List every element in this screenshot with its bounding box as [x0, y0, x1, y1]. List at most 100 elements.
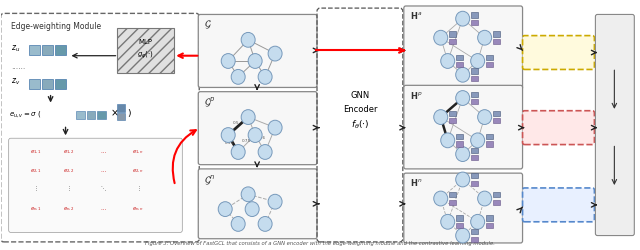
- FancyBboxPatch shape: [404, 85, 522, 169]
- FancyBboxPatch shape: [449, 31, 456, 37]
- FancyBboxPatch shape: [29, 79, 40, 88]
- Text: $\mathcal{G}^p$: $\mathcal{G}^p$: [204, 96, 216, 110]
- FancyBboxPatch shape: [42, 45, 52, 55]
- FancyBboxPatch shape: [486, 134, 493, 139]
- Text: 0.75: 0.75: [242, 140, 252, 143]
- Text: $e_{1,2}$: $e_{1,2}$: [63, 148, 74, 156]
- FancyBboxPatch shape: [449, 200, 456, 205]
- Circle shape: [434, 110, 448, 124]
- FancyBboxPatch shape: [449, 111, 456, 116]
- Text: Contrastive Loss: Contrastive Loss: [610, 93, 619, 156]
- Circle shape: [456, 172, 470, 187]
- Text: ): ): [127, 110, 131, 118]
- Circle shape: [477, 30, 492, 45]
- FancyBboxPatch shape: [404, 6, 522, 89]
- Circle shape: [218, 202, 232, 216]
- FancyBboxPatch shape: [198, 92, 317, 165]
- Text: Figure 3: Overview of FastGCL that consists of a GNN encoder with the edge-weigh: Figure 3: Overview of FastGCL that consi…: [145, 241, 495, 246]
- FancyBboxPatch shape: [493, 31, 500, 37]
- FancyBboxPatch shape: [493, 111, 500, 116]
- Text: $e_{2,2}$: $e_{2,2}$: [63, 168, 74, 174]
- Text: $\times$: $\times$: [111, 108, 119, 118]
- Circle shape: [470, 133, 484, 148]
- FancyBboxPatch shape: [493, 39, 500, 44]
- Text: anchor: anchor: [542, 48, 575, 57]
- FancyBboxPatch shape: [486, 55, 493, 60]
- Text: $f_\theta(\cdot)$: $f_\theta(\cdot)$: [351, 118, 369, 131]
- FancyBboxPatch shape: [449, 39, 456, 44]
- Circle shape: [477, 110, 492, 124]
- Text: $g_\varphi(\cdot)$: $g_\varphi(\cdot)$: [137, 50, 154, 62]
- FancyBboxPatch shape: [29, 45, 40, 55]
- Text: ......: ......: [11, 62, 25, 71]
- Text: $\vdots$: $\vdots$: [136, 185, 141, 193]
- Text: Edge-weighting Module: Edge-weighting Module: [11, 22, 100, 31]
- Circle shape: [441, 54, 454, 68]
- Text: GNN: GNN: [350, 92, 369, 100]
- Text: MLP: MLP: [138, 39, 152, 45]
- Text: $\cdots$: $\cdots$: [100, 206, 107, 212]
- FancyBboxPatch shape: [97, 111, 106, 119]
- FancyBboxPatch shape: [470, 148, 477, 153]
- FancyBboxPatch shape: [470, 20, 477, 25]
- FancyBboxPatch shape: [486, 216, 493, 221]
- FancyBboxPatch shape: [486, 62, 493, 67]
- Circle shape: [231, 144, 245, 160]
- Text: $e_{u,v} = \sigma$ (: $e_{u,v} = \sigma$ (: [9, 109, 41, 119]
- Circle shape: [245, 202, 259, 216]
- FancyBboxPatch shape: [456, 223, 463, 228]
- FancyBboxPatch shape: [595, 14, 634, 235]
- Text: $\cdots$: $\cdots$: [100, 150, 107, 154]
- Circle shape: [221, 54, 235, 68]
- Circle shape: [258, 144, 272, 160]
- FancyBboxPatch shape: [86, 111, 95, 119]
- FancyBboxPatch shape: [118, 28, 174, 73]
- FancyBboxPatch shape: [470, 155, 477, 160]
- Circle shape: [456, 147, 470, 162]
- Text: $\vdots$: $\vdots$: [66, 185, 71, 193]
- Circle shape: [456, 90, 470, 106]
- FancyBboxPatch shape: [456, 142, 463, 147]
- Circle shape: [248, 128, 262, 142]
- FancyBboxPatch shape: [76, 111, 84, 119]
- FancyBboxPatch shape: [470, 99, 477, 104]
- FancyBboxPatch shape: [470, 236, 477, 242]
- FancyBboxPatch shape: [198, 169, 317, 239]
- Text: $\mathbf{H}^n$: $\mathbf{H}^n$: [410, 177, 422, 188]
- Circle shape: [434, 30, 448, 45]
- FancyBboxPatch shape: [456, 62, 463, 67]
- FancyBboxPatch shape: [470, 180, 477, 186]
- Circle shape: [477, 191, 492, 206]
- FancyBboxPatch shape: [470, 76, 477, 81]
- Text: $e_{2,1}$: $e_{2,1}$: [29, 168, 42, 174]
- Circle shape: [241, 32, 255, 47]
- FancyBboxPatch shape: [456, 134, 463, 139]
- FancyBboxPatch shape: [493, 192, 500, 198]
- FancyBboxPatch shape: [470, 173, 477, 178]
- Text: 0.5: 0.5: [233, 122, 240, 126]
- FancyBboxPatch shape: [42, 79, 52, 88]
- FancyBboxPatch shape: [449, 118, 456, 124]
- FancyBboxPatch shape: [9, 138, 182, 232]
- Text: $e_{1,n}$: $e_{1,n}$: [132, 148, 145, 156]
- FancyBboxPatch shape: [522, 36, 595, 70]
- Text: $\ddots$: $\ddots$: [100, 185, 107, 193]
- Text: $e_{n,1}$: $e_{n,1}$: [29, 206, 42, 213]
- Circle shape: [248, 54, 262, 68]
- Text: $z_v$: $z_v$: [11, 77, 20, 88]
- Text: 0.35: 0.35: [225, 140, 234, 144]
- Circle shape: [456, 11, 470, 26]
- FancyBboxPatch shape: [486, 223, 493, 228]
- FancyBboxPatch shape: [493, 118, 500, 124]
- Circle shape: [221, 128, 235, 142]
- Circle shape: [241, 187, 255, 202]
- FancyBboxPatch shape: [456, 216, 463, 221]
- Text: $e_{n,n}$: $e_{n,n}$: [132, 206, 145, 213]
- Text: $e_{2,n}$: $e_{2,n}$: [132, 168, 145, 174]
- FancyBboxPatch shape: [470, 68, 477, 74]
- Text: Encoder: Encoder: [342, 105, 377, 114]
- FancyBboxPatch shape: [449, 192, 456, 198]
- FancyBboxPatch shape: [54, 45, 65, 55]
- FancyBboxPatch shape: [470, 229, 477, 234]
- FancyBboxPatch shape: [118, 113, 125, 120]
